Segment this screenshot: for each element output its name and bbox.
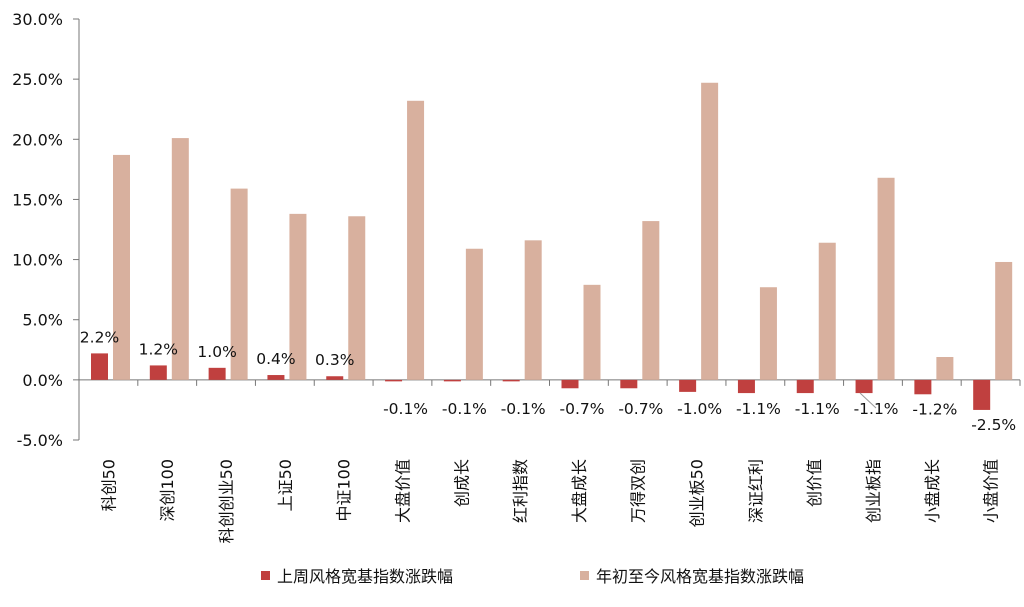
category-label: 创价值	[805, 459, 824, 507]
data-label: -0.7%	[618, 400, 663, 418]
bar-ytd-change	[818, 242, 836, 380]
bar-weekly-change	[91, 353, 108, 380]
data-label: -0.1%	[442, 400, 487, 418]
bar-ytd-change	[230, 188, 248, 380]
y-tick-label: 10.0%	[12, 251, 63, 270]
bar-ytd-change	[759, 287, 777, 380]
data-label: 0.3%	[315, 351, 354, 369]
category-label: 大盘成长	[570, 459, 589, 523]
bar-ytd-change	[465, 248, 483, 380]
bar-weekly-change	[561, 379, 579, 389]
category-label: 深创100	[158, 459, 177, 522]
leader-line	[859, 392, 877, 409]
data-label: -1.1%	[854, 400, 899, 418]
data-label: 1.0%	[197, 343, 236, 361]
category-label: 深证红利	[746, 459, 765, 523]
legend-label: 上周风格宽基指数涨跌幅	[277, 567, 453, 586]
bar-weekly-change	[914, 379, 932, 395]
bar-weekly-change	[267, 375, 285, 380]
bar-ytd-change	[936, 357, 954, 380]
y-tick-label: 25.0%	[12, 70, 63, 89]
category-label: 小盘成长	[923, 459, 942, 523]
bar-ytd-change	[171, 138, 189, 380]
y-tick-label: 15.0%	[12, 190, 63, 209]
bar-ytd-change	[524, 240, 542, 380]
data-label: 0.4%	[256, 350, 295, 368]
bar-weekly-change	[149, 365, 167, 380]
y-tick-label: 20.0%	[12, 130, 63, 149]
data-label: 2.2%	[80, 328, 119, 346]
bar-weekly-change	[737, 379, 755, 394]
data-label: -1.0%	[677, 400, 722, 418]
legend-swatch	[261, 571, 270, 580]
data-label: -1.1%	[736, 400, 781, 418]
bar-ytd-change	[995, 261, 1013, 380]
category-label: 创业板50	[688, 459, 707, 527]
bar-ytd-change	[348, 216, 366, 380]
chart-bars	[91, 82, 1013, 410]
bar-weekly-change	[973, 379, 991, 410]
category-label: 小盘价值	[982, 459, 1001, 523]
data-label: -1.2%	[912, 400, 957, 418]
data-label: 1.2%	[139, 340, 178, 358]
bar-ytd-change	[642, 221, 660, 380]
bar-weekly-change	[326, 376, 344, 380]
data-label: -0.1%	[501, 400, 546, 418]
bar-weekly-change	[502, 379, 520, 382]
chart-legend: 上周风格宽基指数涨跌幅 年初至今风格宽基指数涨跌幅	[261, 567, 804, 586]
category-label: 创业板指	[864, 459, 883, 523]
bar-ytd-change	[583, 284, 601, 380]
legend-label: 年初至今风格宽基指数涨跌幅	[596, 567, 804, 586]
bar-weekly-change	[855, 379, 873, 394]
category-label: 红利指数	[511, 459, 530, 523]
y-tick-label: -5.0%	[17, 431, 63, 450]
bar-ytd-change	[407, 100, 425, 380]
category-label: 创成长	[452, 459, 471, 507]
bar-ytd-change	[877, 177, 895, 380]
bar-weekly-change	[443, 379, 461, 382]
y-tick-label: 5.0%	[22, 311, 63, 330]
category-label: 中证100	[335, 459, 354, 522]
bar-weekly-change	[679, 379, 697, 392]
y-tick-label: 30.0%	[12, 10, 63, 29]
y-tick-label: 0.0%	[22, 371, 63, 390]
bar-weekly-change	[208, 367, 226, 380]
data-label: -1.1%	[795, 400, 840, 418]
category-label: 上证50	[276, 459, 295, 511]
data-label: -0.7%	[560, 400, 605, 418]
category-label: 大盘价值	[393, 459, 412, 523]
chart-labels: 2.2% 科创50 1.2% 深创100 1.0% 科创创业50 0.4% 上证50 0.3% 中…	[80, 328, 1016, 543]
legend-swatch	[580, 571, 589, 580]
bar-ytd-change	[113, 154, 130, 380]
bar-weekly-change	[620, 379, 638, 389]
category-label: 万得双创	[629, 459, 648, 523]
bar-ytd-change	[289, 213, 307, 380]
bar-weekly-change	[796, 379, 814, 394]
category-label: 科创50	[99, 459, 118, 511]
data-label: -0.1%	[383, 400, 428, 418]
category-label: 科创创业50	[217, 459, 236, 543]
bar-weekly-change	[385, 379, 403, 382]
bar-ytd-change	[701, 82, 719, 380]
data-label: -2.5%	[971, 416, 1016, 434]
